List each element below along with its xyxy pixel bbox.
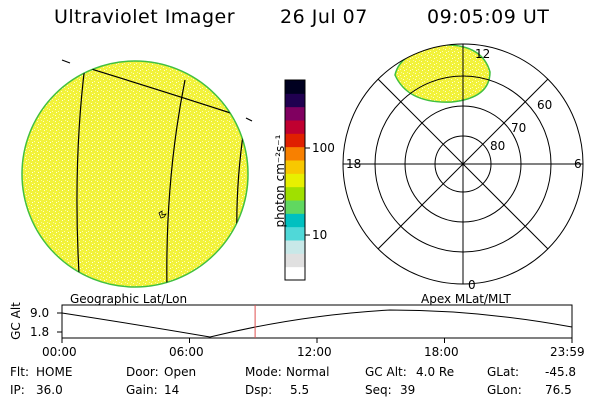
gain-label: Gain:	[126, 383, 158, 397]
colorbar-segment	[285, 120, 305, 134]
mlt-label-12: 12	[475, 47, 491, 61]
lat-label-60: 60	[537, 98, 553, 112]
door-value: Open	[164, 365, 197, 379]
instrument-title: Ultraviolet Imager	[54, 6, 236, 28]
colorbar-segment	[285, 93, 305, 108]
flight-value: HOME	[36, 365, 73, 379]
colorbar-segment	[285, 186, 305, 201]
colorbar-unit-label: photon cm⁻²s⁻¹	[273, 134, 287, 228]
right-panel-caption: Apex MLat/MLT	[421, 292, 511, 306]
colorbar-segment	[285, 200, 305, 214]
gain-value: 14	[164, 383, 180, 397]
date-label: 26 Jul 07	[280, 6, 368, 28]
colorbar	[284, 79, 310, 281]
dsp-value: 5.5	[290, 383, 310, 397]
lat-label-70: 70	[511, 121, 527, 135]
colorbar-tick-100: 100	[312, 141, 335, 155]
seq-label: Seq:	[365, 383, 392, 397]
xtick-1200: 12:00	[297, 345, 332, 359]
time-label: 09:05:09 UT	[427, 6, 550, 28]
glon-label: GLon:	[487, 383, 522, 397]
xtick-0600: 06:00	[169, 345, 204, 359]
altitude-ylabel: GC Alt	[9, 302, 23, 340]
polar-diagonal-2	[377, 78, 549, 250]
xtick-2359: 23:59	[550, 345, 585, 359]
colorbar-segment	[285, 240, 305, 254]
altitude-curve	[61, 309, 573, 338]
gc-alt-label: GC Alt:	[365, 365, 407, 379]
colorbar-segment	[285, 226, 305, 241]
colorbar-segment	[285, 173, 305, 188]
ip-value: 36.0	[36, 383, 63, 397]
glon-value: 76.5	[545, 383, 572, 397]
colorbar-tick-10: 10	[312, 228, 328, 242]
earth-disk	[21, 60, 249, 288]
landmass-outline	[158, 210, 167, 219]
mlt-label-6: 6	[574, 157, 582, 171]
mlt-label-0: 0	[468, 278, 476, 292]
altitude-plot	[57, 304, 573, 343]
colorbar-segment	[285, 253, 305, 268]
door-label: Door:	[126, 365, 159, 379]
glat-value: -45.8	[545, 365, 577, 379]
colorbar-segment	[285, 133, 305, 148]
gc-alt-value: 4.0 Re	[416, 365, 455, 379]
geographic-map	[21, 59, 253, 288]
left-panel-caption: Geographic Lat/Lon	[70, 292, 188, 306]
colorbar-segment	[285, 266, 305, 281]
colorbar-segment	[285, 106, 305, 121]
mlt-label-18: 18	[346, 157, 362, 171]
glat-label: GLat:	[487, 365, 520, 379]
colorbar-segment	[285, 160, 305, 174]
ip-label: IP:	[10, 383, 25, 397]
lat-label-80: 80	[490, 139, 506, 153]
altitude-ytick-max: 9.0	[30, 306, 50, 320]
flight-label: Flt:	[10, 365, 29, 379]
colorbar-segment	[285, 213, 305, 228]
seq-value: 39	[400, 383, 416, 397]
colorbar-segment	[285, 146, 305, 161]
colorbar-segment	[285, 80, 305, 94]
altitude-ytick-min: 1.8	[30, 325, 50, 339]
mode-label: Mode:	[245, 365, 282, 379]
xtick-1800: 18:00	[424, 345, 459, 359]
dsp-label: Dsp:	[245, 383, 273, 397]
mode-value: Normal	[286, 365, 330, 379]
polar-plot	[342, 43, 584, 285]
xtick-0000: 00:00	[42, 345, 77, 359]
